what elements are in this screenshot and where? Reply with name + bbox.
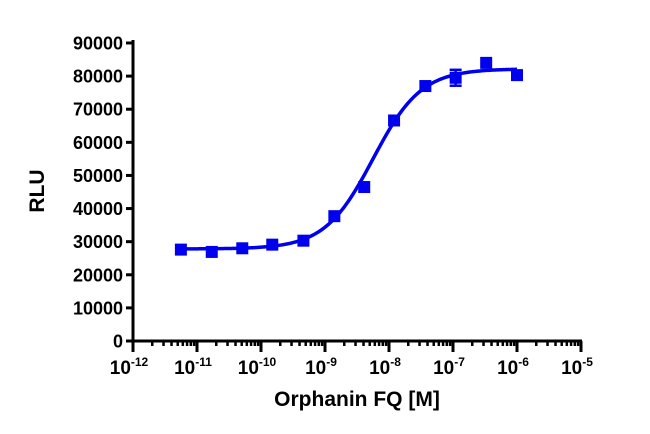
x-tick-label: 10-10 <box>238 355 277 379</box>
x-tick-exponent: -11 <box>195 355 212 369</box>
data-point <box>205 245 218 258</box>
y-tick-label: 80000 <box>73 67 123 87</box>
x-tick-base: 10 <box>497 358 518 379</box>
x-tick-label: 10-6 <box>497 355 529 379</box>
y-tick-label: 60000 <box>73 133 123 153</box>
x-tick-label: 10-12 <box>110 355 149 379</box>
x-tick-exponent: -5 <box>582 355 593 369</box>
data-point <box>419 80 432 93</box>
x-tick-base: 10 <box>561 358 582 379</box>
data-point <box>449 71 462 84</box>
data-point <box>480 56 493 69</box>
x-tick-base: 10 <box>174 358 195 379</box>
data-point <box>388 114 401 127</box>
data-point <box>358 181 371 194</box>
data-point <box>297 234 310 247</box>
y-tick-label: 40000 <box>73 199 123 219</box>
y-tick-label: 70000 <box>73 100 123 120</box>
x-tick-base: 10 <box>238 358 259 379</box>
x-tick-exponent: -8 <box>390 355 401 369</box>
x-tick-label: 10-9 <box>305 355 337 379</box>
data-point <box>236 242 249 255</box>
y-tick-label: 90000 <box>73 34 123 54</box>
x-tick-exponent: -10 <box>259 355 277 369</box>
x-tick-base: 10 <box>305 358 326 379</box>
y-tick-label: 50000 <box>73 166 123 186</box>
x-tick-exponent: -12 <box>131 355 149 369</box>
y-tick-label: 0 <box>113 332 123 352</box>
x-tick-base: 10 <box>110 358 131 379</box>
data-point <box>511 69 523 82</box>
x-axis-title: Orphanin FQ [M] <box>274 388 440 411</box>
x-tick-base: 10 <box>433 358 454 379</box>
data-point <box>328 210 341 223</box>
x-tick-label: 10-5 <box>561 355 593 379</box>
fit-curve <box>180 67 518 251</box>
data-point <box>174 243 187 256</box>
y-tick-label: 20000 <box>73 265 123 285</box>
x-tick-label: 10-7 <box>433 355 465 379</box>
data-point <box>266 238 279 251</box>
x-tick-label: 10-11 <box>174 355 212 379</box>
y-tick-label: 10000 <box>73 298 123 318</box>
x-tick-label: 10-8 <box>369 355 401 379</box>
x-tick-exponent: -6 <box>518 355 529 369</box>
y-axis-title: RLU <box>26 169 49 212</box>
x-tick-exponent: -7 <box>454 355 465 369</box>
y-tick-label: 30000 <box>73 232 123 252</box>
x-tick-exponent: -9 <box>326 355 337 369</box>
x-tick-base: 10 <box>369 358 390 379</box>
